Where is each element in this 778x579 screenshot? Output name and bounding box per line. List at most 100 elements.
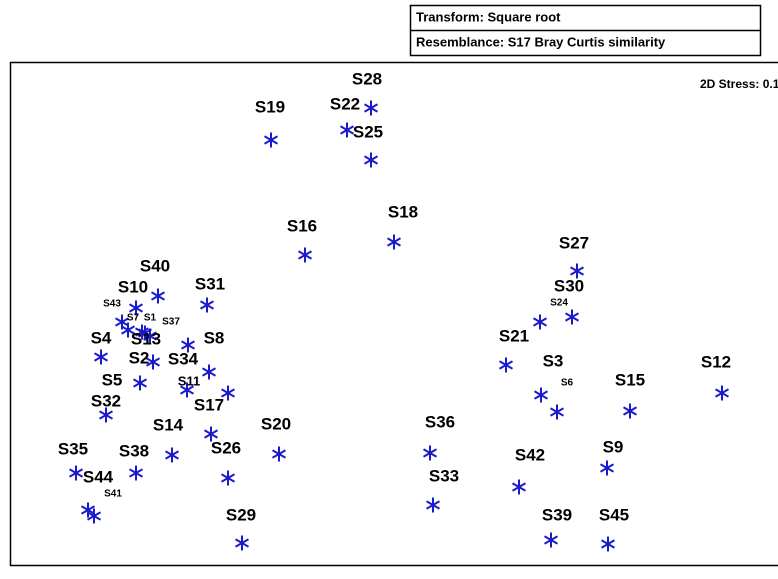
point-stroke [129,468,143,478]
point [181,337,195,353]
point-label: S16 [287,216,317,235]
point [133,375,147,391]
point-label: S31 [195,274,225,293]
point-label: S44 [83,467,114,486]
point-label: S41 [104,489,122,500]
point-label: S37 [162,317,180,328]
point-label: S7 [127,313,140,324]
point-stroke [340,125,354,135]
point [81,502,95,518]
point-stroke [129,303,143,313]
point-label: S40 [140,256,170,275]
point [533,314,547,330]
point [534,387,548,403]
point [94,349,108,365]
point-stroke [272,449,286,459]
point-stroke [143,331,157,341]
point-label: S36 [425,412,455,431]
point-label: S1 [144,313,157,324]
point-label: S22 [330,94,360,113]
point-stroke [534,390,548,400]
point-label: S9 [603,437,624,456]
point [387,234,401,250]
point-stroke [623,406,637,416]
point [423,445,437,461]
point [544,532,558,548]
point-label: S32 [91,391,121,410]
point-stroke [81,505,95,515]
point [129,465,143,481]
point-label: S26 [211,438,241,457]
point [364,100,378,116]
point [565,309,579,325]
point-stroke [200,300,214,310]
point [235,535,249,551]
point-stroke [146,357,160,367]
point-stroke [151,291,165,301]
point-label: S33 [429,466,459,485]
point [601,536,615,552]
stress-annotation: 2D Stress: 0.15 [700,77,778,91]
point-stroke [298,250,312,260]
point-label: S39 [542,505,572,524]
point-stroke [364,155,378,165]
point-label: S12 [701,352,731,371]
point-stroke [235,538,249,548]
point [221,385,235,401]
point-stroke [180,385,194,395]
point-stroke [87,511,101,521]
point-stroke [221,473,235,483]
point [135,324,149,340]
point [623,403,637,419]
point-label: S3 [543,351,564,370]
point-stroke [715,388,729,398]
point [499,357,513,373]
point [151,288,165,304]
point-label: S13 [131,329,161,348]
point [550,404,564,420]
point-stroke [202,367,216,377]
point [146,354,160,370]
point [87,508,101,524]
point-label: S42 [515,445,545,464]
point-label: S14 [153,415,184,434]
plot-frame [9,61,778,567]
point-stroke [544,535,558,545]
point-stroke [423,448,437,458]
point-label: S2 [129,348,150,367]
point [570,263,584,279]
point [69,465,83,481]
header-line: Transform: Square root [416,9,561,24]
point-stroke [94,352,108,362]
point-stroke [426,500,440,510]
point-stroke [550,407,564,417]
point-label: S27 [559,233,589,252]
point-stroke [165,450,179,460]
point-label: S4 [91,328,112,347]
point-label: S19 [255,97,285,116]
point [272,446,286,462]
point [180,382,194,398]
point [600,460,614,476]
point-stroke [600,463,614,473]
point-stroke [387,237,401,247]
point [340,122,354,138]
point-stroke [512,482,526,492]
point [364,152,378,168]
point-label: S10 [118,277,148,296]
point-label: S17 [194,395,224,414]
point [221,470,235,486]
point-stroke [133,378,147,388]
point [264,132,278,148]
point-label: S38 [119,441,149,460]
point-stroke [181,340,195,350]
point [129,300,143,316]
point-label: S43 [103,299,121,310]
point-label: S35 [58,439,88,458]
point-label: S6 [561,378,574,389]
point [121,322,135,338]
point [202,364,216,380]
point [512,479,526,495]
point-stroke [135,327,149,337]
